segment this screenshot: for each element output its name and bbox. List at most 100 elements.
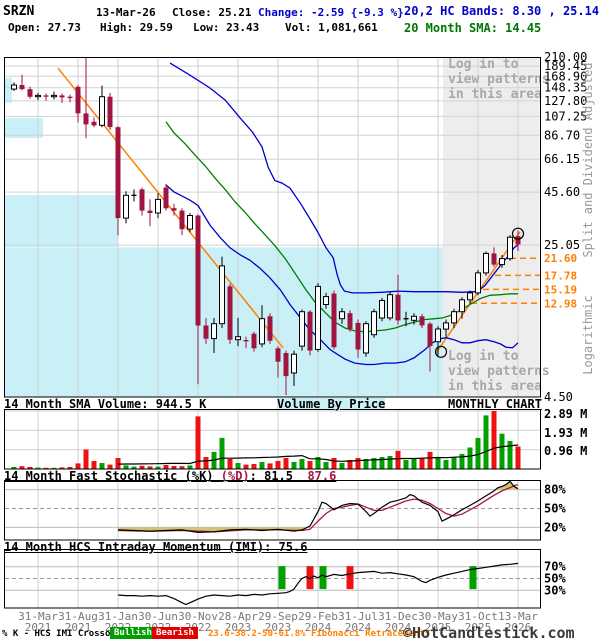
svg-text:view patterns: view patterns xyxy=(448,364,550,379)
imi-crossover-signal-bear xyxy=(346,566,354,590)
svg-text:45.60: 45.60 xyxy=(544,185,580,199)
svg-text:in this area: in this area xyxy=(448,87,542,102)
high-value: High: 29.59 xyxy=(100,21,173,34)
volume-panel: 2.89 M 1.93 M 0.96 M xyxy=(4,407,587,470)
svg-text:2023: 2023 xyxy=(225,621,252,634)
imi-panel-title: 14 Month HCS Intraday Momentum (IMI): 75… xyxy=(4,540,308,554)
volume-by-price-legend: Volume By Price xyxy=(277,397,386,411)
svg-text:31-Dec: 31-Dec xyxy=(378,610,418,623)
stochastic-panel-title: 14 Month Fast Stochastic (%K) (%D): 81.5… xyxy=(4,470,336,482)
svg-text:86.70: 86.70 xyxy=(544,128,580,142)
pattern-marker-circle xyxy=(511,227,525,240)
volume-by-price-bar xyxy=(5,118,43,138)
svg-text:80%: 80% xyxy=(544,483,566,497)
volume-by-price-bar xyxy=(5,77,12,91)
candlesticks xyxy=(11,57,521,395)
fibonacci-levels xyxy=(471,257,540,305)
stoch-k-value: : 81.5 xyxy=(249,469,308,483)
svg-text:Log in to: Log in to xyxy=(448,349,519,364)
svg-text:30%: 30% xyxy=(544,583,566,597)
svg-text:Log in to: Log in to xyxy=(448,57,519,72)
svg-text:148.35: 148.35 xyxy=(544,81,587,95)
svg-text:210.00: 210.00 xyxy=(544,50,587,64)
svg-text:12.98: 12.98 xyxy=(544,297,577,310)
svg-text:31-Jul: 31-Jul xyxy=(338,610,378,623)
svg-text:31-Oct: 31-Oct xyxy=(458,610,498,623)
svg-text:2023: 2023 xyxy=(265,621,292,634)
svg-text:28-Apr: 28-Apr xyxy=(218,610,258,623)
svg-text:50%: 50% xyxy=(544,502,566,516)
fibonacci-legend-label: 23.6-38.2-50-61.8% Fibonacci Retracement… xyxy=(208,629,431,639)
svg-text:17.78: 17.78 xyxy=(544,269,577,282)
svg-text:2026: 2026 xyxy=(505,621,532,634)
svg-text:4.50: 4.50 xyxy=(544,390,573,404)
svg-text:107.25: 107.25 xyxy=(544,109,587,123)
svg-text:168.90: 168.90 xyxy=(544,69,587,83)
svg-text:view patterns: view patterns xyxy=(448,72,550,87)
svg-text:2024: 2024 xyxy=(305,621,332,634)
hc-bands-value: 20,2 HC Bands: 8.30 , 25.14 xyxy=(404,4,600,18)
bullish-badge: Bullish xyxy=(110,627,156,639)
volume-panel-title: 14 Month SMA Volume: 944.5 K xyxy=(4,397,207,411)
svg-text:2025: 2025 xyxy=(425,621,452,634)
svg-text:15.19: 15.19 xyxy=(544,283,577,296)
log-scale-label: Logarithmic xyxy=(581,295,595,374)
open-value: Open: 27.73 xyxy=(8,21,81,34)
svg-text:30-May: 30-May xyxy=(418,610,458,623)
svg-text:50%: 50% xyxy=(544,572,566,586)
svg-text:21.60: 21.60 xyxy=(544,252,577,265)
quote-date: 13-Mar-26 xyxy=(96,6,156,19)
stoch-title-d: (%D) xyxy=(220,469,250,483)
ticker-symbol: SRZN xyxy=(3,4,35,19)
stochastic-panel: 80% 50% 20% xyxy=(4,480,566,541)
bearish-badge: Bearish xyxy=(152,627,198,639)
svg-text:0.96 M: 0.96 M xyxy=(544,444,587,458)
svg-text:2025: 2025 xyxy=(465,621,492,634)
svg-text:25.05: 25.05 xyxy=(544,238,580,252)
sma-value: 20 Month SMA: 14.45 xyxy=(404,21,542,35)
volume-by-price-bar xyxy=(5,195,118,248)
svg-text:70%: 70% xyxy=(544,560,566,574)
svg-text:189.45: 189.45 xyxy=(544,59,587,73)
svg-text:1.93 M: 1.93 M xyxy=(544,426,587,440)
change-value: Change: -2.59 {-9.3 %} xyxy=(258,6,404,19)
svg-text:66.15: 66.15 xyxy=(544,152,580,166)
svg-text:31-Mar: 31-Mar xyxy=(18,610,58,623)
svg-text:30-Jun: 30-Jun xyxy=(138,610,178,623)
imi-crossover-signal-bear xyxy=(306,566,314,590)
svg-text:2024: 2024 xyxy=(345,621,372,634)
svg-text:31-Jan: 31-Jan xyxy=(98,610,138,623)
svg-text:2021: 2021 xyxy=(65,621,92,634)
hotcandlestick-watermark-link[interactable]: ©HotCandlestick.com xyxy=(403,624,575,640)
svg-text:30-Nov: 30-Nov xyxy=(178,610,218,623)
svg-text:in this area: in this area xyxy=(448,379,542,394)
imi-crossover-signal-bull xyxy=(319,566,327,590)
svg-text:29-Feb: 29-Feb xyxy=(298,610,338,623)
imi-panel: 70%50%30% xyxy=(4,549,566,609)
svg-text:2024: 2024 xyxy=(385,621,412,634)
svg-text:13-Mar: 13-Mar xyxy=(498,610,538,623)
stoch-d-value: 87.6 xyxy=(307,469,337,483)
adjusted-axis-label: Split and Dividend Adjusted xyxy=(581,62,595,257)
close-value: Close: 25.21 xyxy=(172,6,252,19)
volume-value: Vol: 1,081,661 xyxy=(285,21,378,34)
imi-crossover-signal-bull xyxy=(278,566,286,590)
svg-text:29-Sep: 29-Sep xyxy=(258,610,298,623)
svg-text:127.80: 127.80 xyxy=(544,94,587,108)
svg-text:31-Aug: 31-Aug xyxy=(58,610,98,623)
imi-crossover-signal-bull xyxy=(469,566,477,590)
stoch-title-k: 14 Month Fast Stochastic (%K) xyxy=(4,469,221,483)
svg-text:2.89 M: 2.89 M xyxy=(544,407,587,421)
volume-by-price-bar xyxy=(5,91,12,103)
pattern-marker-circle xyxy=(434,345,448,358)
chart-type-label: MONTHLY CHART xyxy=(448,397,542,411)
low-value: Low: 23.43 xyxy=(193,21,260,34)
x-axis-labels: 31-Mar202131-Aug202131-Jan202230-Jun2022… xyxy=(18,610,538,634)
svg-text:2021: 2021 xyxy=(25,621,52,634)
